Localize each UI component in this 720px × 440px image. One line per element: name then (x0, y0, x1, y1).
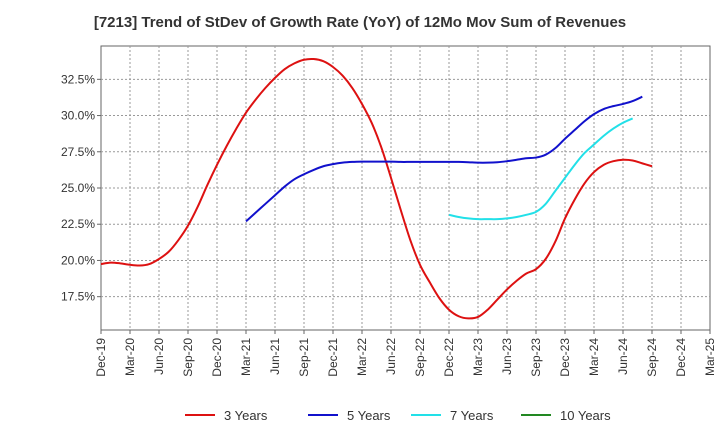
legend-label-10-years: 10 Years (560, 408, 611, 423)
x-tick-label: Mar-21 (239, 338, 253, 376)
x-tick-label: Jun-21 (268, 338, 282, 375)
series-line-5-years (245, 95, 643, 223)
x-tick-label: Jun-22 (384, 338, 398, 375)
x-tick-label: Sep-23 (529, 338, 543, 377)
series-lines (100, 57, 653, 320)
x-tick-label: Mar-23 (471, 338, 485, 376)
x-tick-label: Sep-21 (297, 338, 311, 377)
y-axis-ticks: 17.5% 20.0% 22.5% 25.0% 27.5% 30.0% 32.5% (61, 72, 101, 304)
x-tick-label: Jun-23 (500, 338, 514, 375)
x-tick-label: Sep-22 (413, 338, 427, 377)
x-tick-label: Dec-21 (326, 338, 340, 377)
x-tick-label: Mar-24 (587, 338, 601, 376)
x-tick-label: Mar-25 (703, 338, 717, 376)
x-tick-label: Dec-19 (94, 338, 108, 377)
gridlines (101, 46, 710, 330)
y-tick-label: 22.5% (61, 217, 95, 231)
x-tick-label: Sep-20 (181, 338, 195, 377)
x-tick-label: Dec-22 (442, 338, 456, 377)
y-tick-label: 32.5% (61, 72, 95, 86)
x-tick-label: Mar-22 (355, 338, 369, 376)
x-axis-ticks: Dec-19 Mar-20 Jun-20 Sep-20 Dec-20 Mar-21 Jun-… (94, 330, 717, 377)
legend-label-3-years: 3 Years (224, 408, 268, 423)
x-tick-label: Jun-20 (152, 338, 166, 375)
legend-label-7-years: 7 Years (450, 408, 494, 423)
chart-title: [7213] Trend of StDev of Growth Rate (Yo… (93, 14, 627, 31)
y-tick-label: 25.0% (61, 181, 95, 195)
y-tick-label: 30.0% (61, 109, 95, 123)
y-tick-label: 17.5% (61, 290, 95, 304)
x-tick-label: Dec-24 (674, 338, 688, 377)
y-tick-label: 27.5% (61, 145, 95, 159)
series-line-3-years (100, 57, 653, 320)
x-tick-label: Dec-23 (558, 338, 572, 377)
x-tick-label: Jun-24 (616, 338, 630, 375)
x-tick-label: Mar-20 (123, 338, 137, 376)
series-line-7-years (448, 117, 634, 221)
x-tick-label: Dec-20 (210, 338, 224, 377)
legend: 3 Years 5 Years 7 Years 10 Years (185, 408, 611, 423)
x-tick-label: Sep-24 (645, 338, 659, 377)
legend-label-5-years: 5 Years (347, 408, 391, 423)
y-tick-label: 20.0% (61, 253, 95, 267)
